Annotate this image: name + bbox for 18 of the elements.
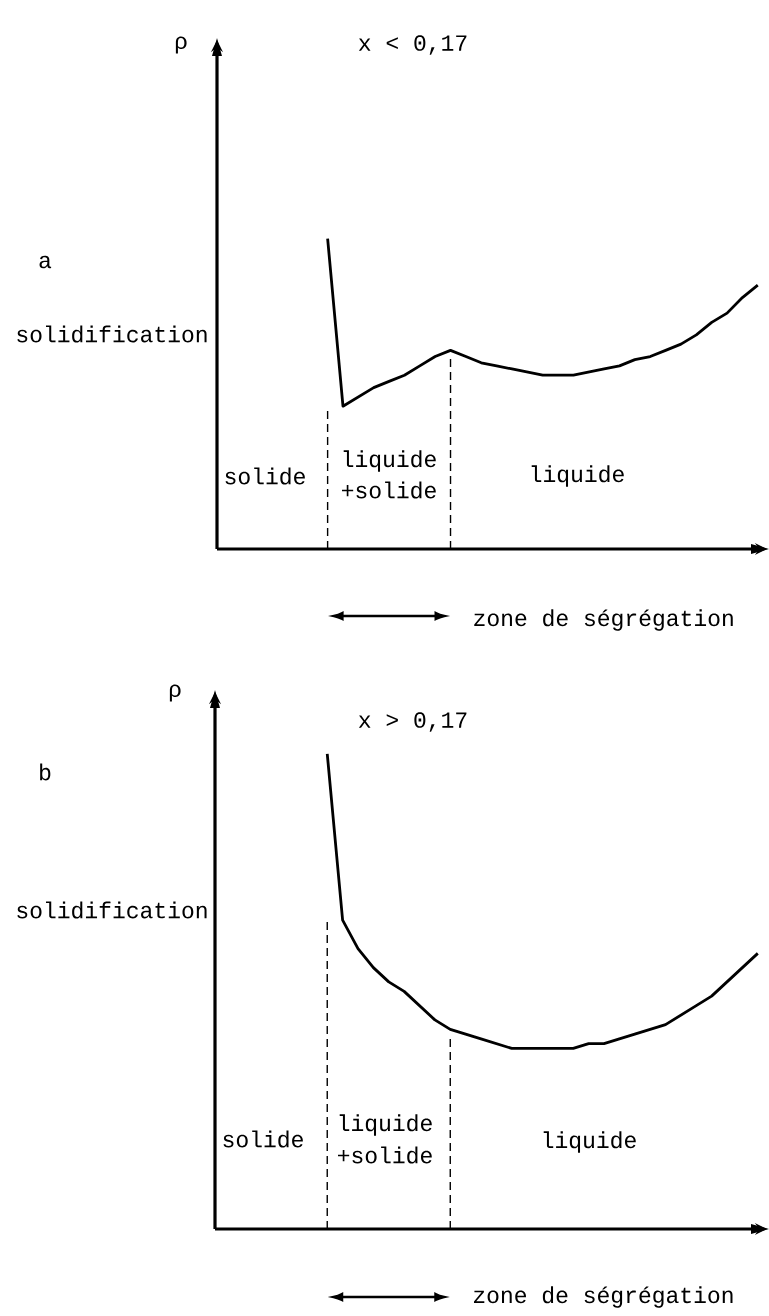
text: zone de ségrégation bbox=[474, 609, 733, 631]
text: solidification bbox=[17, 325, 207, 343]
y-axis-title: ρ bbox=[169, 684, 181, 702]
annotation: liquide bbox=[531, 465, 624, 487]
annotation: liquide bbox=[343, 450, 436, 472]
chart-title: x < 0,17 bbox=[358, 35, 467, 55]
chart-title: x > 0,17 bbox=[358, 712, 467, 732]
annotation: liquide bbox=[543, 1131, 636, 1153]
annotation: +solide bbox=[342, 481, 436, 499]
text: solidification bbox=[17, 901, 207, 919]
text: solide bbox=[223, 1130, 303, 1148]
text: a bbox=[39, 255, 52, 269]
annotation: +solide bbox=[338, 1146, 432, 1164]
y-axis-title: ρ bbox=[175, 36, 187, 54]
annotation: liquide bbox=[339, 1114, 432, 1136]
text: solide bbox=[225, 467, 305, 485]
text: b bbox=[40, 763, 51, 781]
text: zone de ségrégation bbox=[473, 1286, 733, 1308]
